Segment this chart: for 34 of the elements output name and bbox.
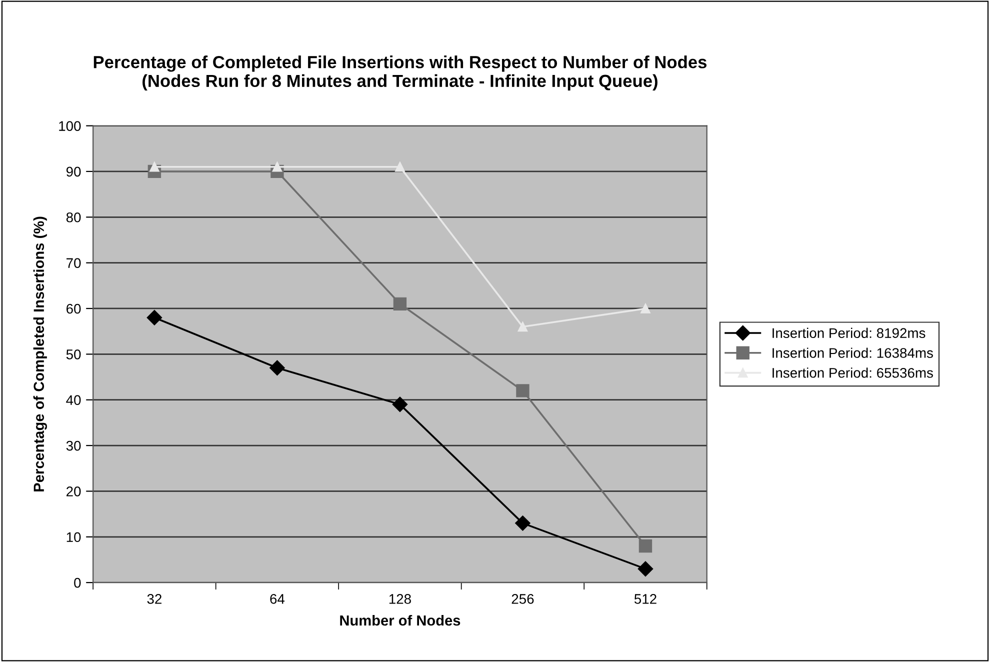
point bbox=[516, 384, 530, 398]
y-tick-label: 100 bbox=[59, 121, 81, 131]
x-tick-label: 32 bbox=[147, 594, 162, 604]
y-tick-label: 10 bbox=[66, 532, 81, 542]
y-tick-label: 90 bbox=[66, 166, 81, 177]
y-tick-label: 80 bbox=[66, 212, 81, 222]
point bbox=[518, 322, 528, 332]
point bbox=[272, 162, 282, 172]
point bbox=[395, 162, 405, 172]
x-tick-label: 64 bbox=[270, 594, 285, 604]
x-tick-label: 128 bbox=[389, 594, 411, 604]
point bbox=[393, 297, 407, 311]
legend-label: Insertion Period: 16384ms bbox=[772, 348, 933, 358]
chart-title: Percentage of Completed File Insertions with Respect to Number of Nodes (Nodes Run for 8 Minutes and Terminate - Infinite Input Queue) bbox=[94, 56, 707, 90]
x-tick-label: 256 bbox=[512, 594, 534, 604]
y-tick-label: 70 bbox=[66, 258, 81, 268]
point bbox=[515, 516, 530, 531]
point bbox=[392, 396, 408, 412]
x-tick-label: 512 bbox=[634, 594, 656, 604]
y-tick-label: 50 bbox=[66, 350, 81, 360]
point bbox=[270, 360, 285, 376]
x-axis-title: Number of Nodes bbox=[340, 614, 460, 626]
y-tick-label: 40 bbox=[66, 395, 81, 406]
y-tick-label: 30 bbox=[66, 440, 81, 451]
legend-label: Insertion Period: 8192ms bbox=[772, 328, 926, 338]
point bbox=[640, 304, 650, 314]
point bbox=[638, 539, 652, 553]
y-tick-label: 20 bbox=[66, 486, 81, 496]
y-axis-title: Percentage of Completed Insertions (%) bbox=[33, 216, 47, 492]
y-tick-label: 0 bbox=[74, 578, 81, 588]
point bbox=[146, 310, 162, 326]
point bbox=[638, 561, 654, 576]
legend-label: Insertion Period: 65536ms bbox=[772, 368, 933, 378]
y-tick-label: 60 bbox=[66, 304, 81, 314]
